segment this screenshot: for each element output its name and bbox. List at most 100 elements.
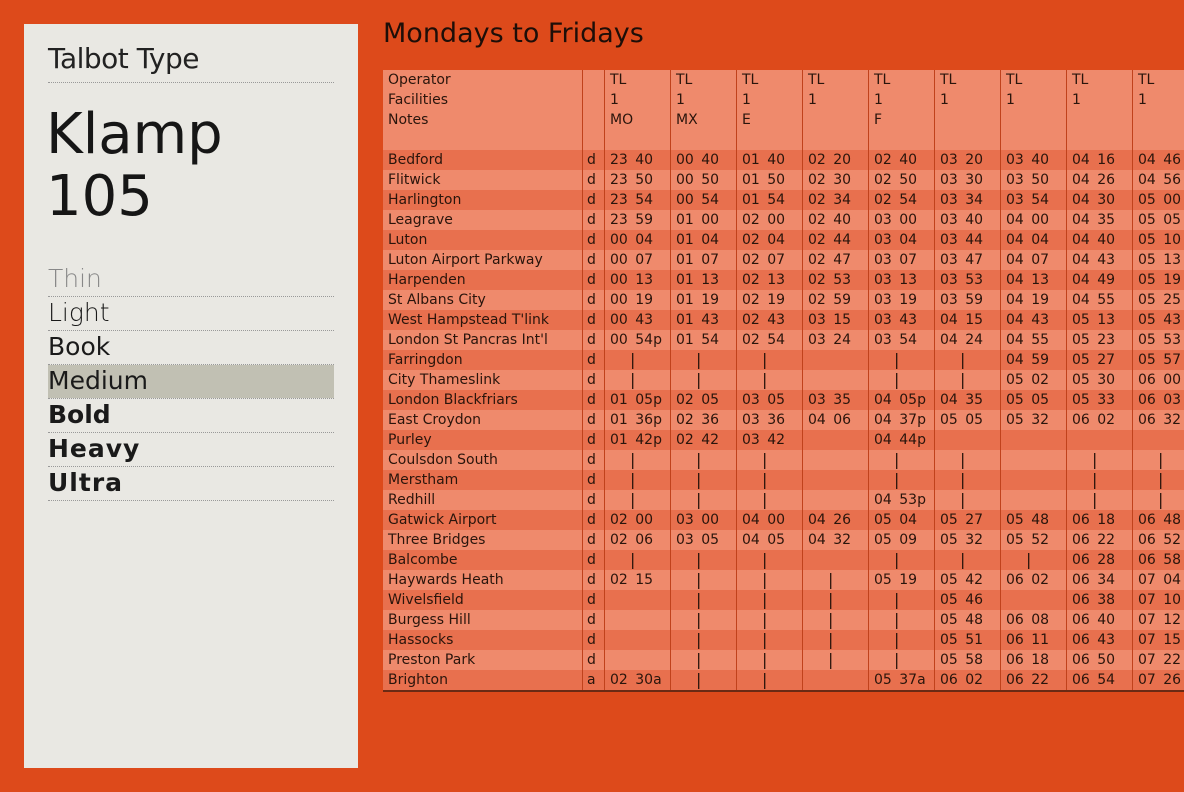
time: 06 02 [1072, 412, 1116, 428]
time: 04 00 [742, 512, 786, 528]
row-band [383, 610, 1184, 630]
pass-mark: | [762, 370, 768, 389]
time: 06 02 [940, 672, 984, 688]
time: 06 02 [1006, 572, 1050, 588]
row-band [383, 210, 1184, 230]
time: 02 20 [808, 152, 852, 168]
pass-mark: | [1026, 550, 1032, 569]
time: 01 13 [676, 272, 720, 288]
service-notes: F [874, 112, 883, 128]
service-notes: MO [610, 112, 634, 128]
station: Luton [388, 232, 428, 248]
pass-mark: | [696, 550, 702, 569]
pass-mark: | [696, 570, 702, 589]
pass-mark: | [696, 370, 702, 389]
time: 02 07 [742, 252, 786, 268]
time: 00 43 [610, 312, 654, 328]
arr-dep: d [587, 232, 596, 248]
pass-mark: | [828, 590, 834, 609]
station: Coulsdon South [388, 452, 498, 468]
pass-mark: | [960, 370, 966, 389]
time: 03 34 [940, 192, 984, 208]
column-rule [934, 70, 935, 690]
service-operator: TL [1006, 72, 1023, 88]
arr-dep: d [587, 292, 596, 308]
time: 00 40 [676, 152, 720, 168]
station: London Blackfriars [388, 392, 518, 408]
time: 06 22 [1006, 672, 1050, 688]
pass-mark: | [894, 450, 900, 469]
pass-mark: | [894, 630, 900, 649]
time: 02 53 [808, 272, 852, 288]
time: 04 32 [808, 532, 852, 548]
time: 00 19 [610, 292, 654, 308]
arr-dep: d [587, 192, 596, 208]
time: 03 43 [874, 312, 918, 328]
time: 02 50 [874, 172, 918, 188]
time: 05 30 [1072, 372, 1116, 388]
foundry: Talbot Type [48, 42, 200, 75]
service-operator: TL [676, 72, 693, 88]
pass-mark: | [960, 450, 966, 469]
time: 04 37p [874, 412, 926, 428]
column-rule [736, 70, 737, 690]
arr-dep: d [587, 352, 596, 368]
weight-name: Heavy [48, 434, 141, 463]
weight-name: Light [48, 298, 110, 327]
time: 07 10 [1138, 592, 1182, 608]
arr-dep: d [587, 332, 596, 348]
column-rule [1000, 70, 1001, 690]
family: Klamp 105 [46, 102, 223, 229]
time: 01 19 [676, 292, 720, 308]
time: 04 06 [808, 412, 852, 428]
time: 00 50 [676, 172, 720, 188]
pass-mark: | [762, 350, 768, 369]
time: 05 19 [1138, 272, 1182, 288]
row-band [383, 550, 1184, 570]
pass-mark: | [696, 490, 702, 509]
station: Merstham [388, 472, 459, 488]
time: 04 05p [874, 392, 926, 408]
time: 06 48 [1138, 512, 1182, 528]
arr-dep: d [587, 552, 596, 568]
station: Hassocks [388, 632, 454, 648]
time: 02 15 [610, 572, 654, 588]
divider [48, 466, 334, 467]
weight-name: Ultra [48, 468, 124, 497]
arr-dep: d [587, 612, 596, 628]
time: 02 40 [874, 152, 918, 168]
time: 06 08 [1006, 612, 1050, 628]
time: 07 15 [1138, 632, 1182, 648]
time: 04 00 [1006, 212, 1050, 228]
column-rule [604, 70, 605, 690]
time: 02 06 [610, 532, 654, 548]
pass-mark: | [696, 350, 702, 369]
arr-dep: d [587, 452, 596, 468]
time: 02 13 [742, 272, 786, 288]
pass-mark: | [894, 550, 900, 569]
time: 03 15 [808, 312, 852, 328]
row-band [383, 390, 1184, 410]
service-notes: E [742, 112, 751, 128]
pass-mark: | [1092, 490, 1098, 509]
column-rule [582, 70, 583, 690]
time: 06 32 [1138, 412, 1182, 428]
time: 04 26 [1072, 172, 1116, 188]
time: 06 28 [1072, 552, 1116, 568]
pass-mark: | [630, 470, 636, 489]
pass-mark: | [894, 590, 900, 609]
time: 02 54 [742, 332, 786, 348]
time: 06 50 [1072, 652, 1116, 668]
row-band [383, 230, 1184, 250]
time: 23 40 [610, 152, 654, 168]
time: 04 19 [1006, 292, 1050, 308]
service-facilities: 1 [874, 92, 883, 108]
pass-mark: | [828, 570, 834, 589]
time: 04 07 [1006, 252, 1050, 268]
arr-dep: d [587, 652, 596, 668]
row-band [383, 470, 1184, 490]
pass-mark: | [762, 470, 768, 489]
time: 03 40 [1006, 152, 1050, 168]
time: 06 34 [1072, 572, 1116, 588]
arr-dep: d [587, 372, 596, 388]
